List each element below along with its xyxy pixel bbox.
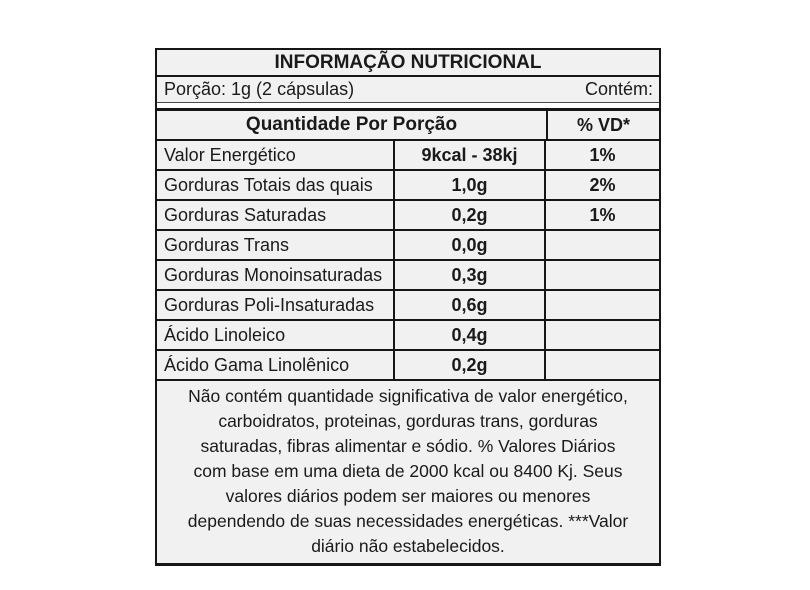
nutrient-dv <box>546 351 659 379</box>
nutrient-amount: 0,3g <box>395 261 546 289</box>
nutrient-amount: 1,0g <box>395 171 546 199</box>
nutrient-row-energy: Valor Energético 9kcal - 38kj 1% <box>157 141 659 171</box>
footnote: Não contém quantidade significativa de v… <box>157 381 659 563</box>
nutrient-dv <box>546 231 659 259</box>
nutrient-name: Valor Energético <box>157 141 395 169</box>
nutrition-label-title: INFORMAÇÃO NUTRICIONAL <box>157 50 659 77</box>
footnote-line: diário não estabelecidos. <box>311 536 505 556</box>
nutrient-row-monounsaturated-fat: Gorduras Monoinsaturadas 0,3g <box>157 261 659 291</box>
footnote-line: dependendo de suas necessidades energéti… <box>187 511 629 531</box>
nutrient-name: Ácido Gama Linolênico <box>157 351 395 379</box>
nutrient-row-polyunsaturated-fat: Gorduras Poli-Insaturadas 0,6g <box>157 291 659 321</box>
nutrient-name: Gorduras Monoinsaturadas <box>157 261 395 289</box>
nutrient-row-saturated-fat: Gorduras Saturadas 0,2g 1% <box>157 201 659 231</box>
footnote-line: carboidratos, proteinas, gorduras trans,… <box>218 411 598 431</box>
contains-label: Contém: <box>584 79 653 99</box>
footnote-line: com base em uma dieta de 2000 kcal ou 84… <box>193 461 623 481</box>
nutrient-row-total-fat: Gorduras Totais das quais 1,0g 2% <box>157 171 659 201</box>
double-rule-gap <box>157 103 659 108</box>
nutrient-dv <box>546 261 659 289</box>
amount-per-serving-header: Quantidade Por Porção <box>157 111 548 139</box>
serving-size-text: Porção: 1g (2 cápsulas) <box>164 79 355 99</box>
footnote-line: valores diários podem ser maiores ou men… <box>225 486 591 506</box>
daily-value-header: % VD* <box>576 115 630 135</box>
nutrient-dv <box>546 291 659 319</box>
nutrient-name: Gorduras Poli-Insaturadas <box>157 291 395 319</box>
nutrition-facts-label: INFORMAÇÃO NUTRICIONAL Porção: 1g (2 cáp… <box>155 48 661 566</box>
nutrient-amount: 9kcal - 38kj <box>395 141 546 169</box>
nutrient-row-gamma-linolenic-acid: Ácido Gama Linolênico 0,2g <box>157 351 659 381</box>
footnote-line: Não contém quantidade significativa de v… <box>188 386 628 406</box>
column-header-row: Quantidade Por Porção % VD* <box>157 108 659 141</box>
nutrient-dv <box>546 321 659 349</box>
nutrient-amount: 0,6g <box>395 291 546 319</box>
serving-row: Porção: 1g (2 cápsulas) Contém: <box>157 77 659 103</box>
nutrient-amount: 0,2g <box>395 351 546 379</box>
nutrient-name: Gorduras Trans <box>157 231 395 259</box>
nutrient-row-trans-fat: Gorduras Trans 0,0g <box>157 231 659 261</box>
nutrient-name: Ácido Linoleico <box>157 321 395 349</box>
nutrient-name: Gorduras Totais das quais <box>157 171 395 199</box>
nutrient-amount: 0,4g <box>395 321 546 349</box>
footnote-line: saturadas, fibras alimentar e sódio. % V… <box>200 436 616 456</box>
nutrient-amount: 0,2g <box>395 201 546 229</box>
nutrient-dv: 1% <box>589 145 616 165</box>
nutrient-name: Gorduras Saturadas <box>157 201 395 229</box>
nutrient-dv: 1% <box>589 205 616 225</box>
nutrient-dv: 2% <box>589 175 616 195</box>
nutrient-row-linoleic-acid: Ácido Linoleico 0,4g <box>157 321 659 351</box>
nutrient-amount: 0,0g <box>395 231 546 259</box>
